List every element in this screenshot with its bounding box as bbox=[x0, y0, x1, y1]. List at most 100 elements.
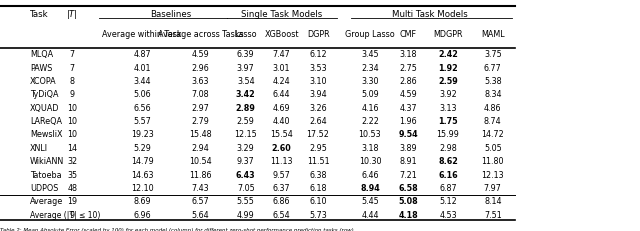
Text: 11.13: 11.13 bbox=[270, 157, 293, 166]
Text: 6.39: 6.39 bbox=[237, 50, 255, 59]
Text: Average (|T| ≤ 10): Average (|T| ≤ 10) bbox=[30, 211, 100, 220]
Text: 14: 14 bbox=[67, 144, 77, 153]
Text: 3.44: 3.44 bbox=[133, 77, 151, 86]
Text: 4.59: 4.59 bbox=[399, 90, 417, 99]
Text: 5.08: 5.08 bbox=[399, 197, 418, 206]
Text: LAReQA: LAReQA bbox=[30, 117, 62, 126]
Text: 3.63: 3.63 bbox=[191, 77, 209, 86]
Text: 10: 10 bbox=[67, 117, 77, 126]
Text: 3.53: 3.53 bbox=[309, 64, 327, 73]
Text: 3.13: 3.13 bbox=[439, 104, 457, 113]
Text: 3.94: 3.94 bbox=[309, 90, 327, 99]
Text: 2.86: 2.86 bbox=[399, 77, 417, 86]
Text: 4.44: 4.44 bbox=[361, 211, 379, 220]
Text: 5.57: 5.57 bbox=[133, 117, 151, 126]
Text: 6.18: 6.18 bbox=[309, 184, 327, 193]
Text: Average: Average bbox=[30, 197, 63, 206]
Text: 4.37: 4.37 bbox=[399, 104, 417, 113]
Text: DGPR: DGPR bbox=[307, 30, 330, 39]
Text: 8.91: 8.91 bbox=[399, 157, 417, 166]
Text: 1.96: 1.96 bbox=[399, 117, 417, 126]
Text: MLQA: MLQA bbox=[30, 50, 53, 59]
Text: 10: 10 bbox=[67, 104, 77, 113]
Text: 1.75: 1.75 bbox=[438, 117, 458, 126]
Text: XCOPA: XCOPA bbox=[30, 77, 57, 86]
Text: 6.44: 6.44 bbox=[273, 90, 291, 99]
Text: 7.05: 7.05 bbox=[237, 184, 255, 193]
Text: 5.45: 5.45 bbox=[361, 197, 379, 206]
Text: 6.58: 6.58 bbox=[399, 184, 418, 193]
Text: 6.96: 6.96 bbox=[133, 211, 151, 220]
Text: 5.29: 5.29 bbox=[133, 144, 151, 153]
Text: 5.73: 5.73 bbox=[309, 211, 327, 220]
Text: 9.37: 9.37 bbox=[237, 157, 255, 166]
Text: 3.54: 3.54 bbox=[237, 77, 255, 86]
Text: 2.95: 2.95 bbox=[309, 144, 327, 153]
Text: 5.55: 5.55 bbox=[237, 197, 255, 206]
Text: 8.14: 8.14 bbox=[484, 197, 502, 206]
Text: 5.64: 5.64 bbox=[191, 211, 209, 220]
Text: 3.75: 3.75 bbox=[484, 50, 502, 59]
Text: 9.54: 9.54 bbox=[399, 131, 418, 140]
Text: 7.08: 7.08 bbox=[191, 90, 209, 99]
Text: 14.79: 14.79 bbox=[131, 157, 154, 166]
Text: 12.13: 12.13 bbox=[481, 170, 504, 179]
Text: 9: 9 bbox=[70, 211, 75, 220]
Text: 6.56: 6.56 bbox=[133, 104, 151, 113]
Text: 8.34: 8.34 bbox=[484, 90, 502, 99]
Text: 14.63: 14.63 bbox=[131, 170, 154, 179]
Text: 2.42: 2.42 bbox=[438, 50, 458, 59]
Text: 3.42: 3.42 bbox=[236, 90, 255, 99]
Text: 4.40: 4.40 bbox=[273, 117, 291, 126]
Text: TyDiQA: TyDiQA bbox=[30, 90, 59, 99]
Text: 3.10: 3.10 bbox=[309, 77, 327, 86]
Text: 10.53: 10.53 bbox=[358, 131, 381, 140]
Text: 6.87: 6.87 bbox=[439, 184, 457, 193]
Text: 6.46: 6.46 bbox=[361, 170, 379, 179]
Text: 10.54: 10.54 bbox=[189, 157, 212, 166]
Text: 2.34: 2.34 bbox=[361, 64, 379, 73]
Text: 2.97: 2.97 bbox=[191, 104, 209, 113]
Text: 2.60: 2.60 bbox=[272, 144, 291, 153]
Text: 2.89: 2.89 bbox=[236, 104, 256, 113]
Text: 4.18: 4.18 bbox=[399, 211, 418, 220]
Text: 5.38: 5.38 bbox=[484, 77, 502, 86]
Text: 2.59: 2.59 bbox=[438, 77, 458, 86]
Text: Multi Task Models: Multi Task Models bbox=[392, 10, 468, 19]
Text: 4.69: 4.69 bbox=[273, 104, 291, 113]
Text: 2.75: 2.75 bbox=[399, 64, 417, 73]
Text: 19.23: 19.23 bbox=[131, 131, 154, 140]
Text: 35: 35 bbox=[67, 170, 77, 179]
Text: UDPOS: UDPOS bbox=[30, 184, 58, 193]
Text: 4.59: 4.59 bbox=[191, 50, 209, 59]
Text: 2.98: 2.98 bbox=[439, 144, 457, 153]
Text: 8.69: 8.69 bbox=[133, 197, 151, 206]
Text: 8.94: 8.94 bbox=[360, 184, 380, 193]
Text: 17.52: 17.52 bbox=[307, 131, 330, 140]
Text: Tatoeba: Tatoeba bbox=[30, 170, 61, 179]
Text: 2.96: 2.96 bbox=[191, 64, 209, 73]
Text: 3.30: 3.30 bbox=[361, 77, 379, 86]
Text: XQUAD: XQUAD bbox=[30, 104, 60, 113]
Text: 7.47: 7.47 bbox=[273, 50, 291, 59]
Text: 7.21: 7.21 bbox=[399, 170, 417, 179]
Text: 4.53: 4.53 bbox=[439, 211, 457, 220]
Text: 3.45: 3.45 bbox=[361, 50, 379, 59]
Text: 3.92: 3.92 bbox=[439, 90, 457, 99]
Text: 3.97: 3.97 bbox=[237, 64, 255, 73]
Text: 6.37: 6.37 bbox=[273, 184, 291, 193]
Text: 11.80: 11.80 bbox=[481, 157, 504, 166]
Text: 3.01: 3.01 bbox=[273, 64, 291, 73]
Text: 4.99: 4.99 bbox=[237, 211, 255, 220]
Text: 3.29: 3.29 bbox=[237, 144, 255, 153]
Text: 4.24: 4.24 bbox=[273, 77, 291, 86]
Text: 32: 32 bbox=[67, 157, 77, 166]
Text: CMF: CMF bbox=[400, 30, 417, 39]
Text: Lasso: Lasso bbox=[234, 30, 257, 39]
Text: 19: 19 bbox=[67, 197, 77, 206]
Text: 4.16: 4.16 bbox=[361, 104, 379, 113]
Text: Single Task Models: Single Task Models bbox=[241, 10, 322, 19]
Text: 8: 8 bbox=[70, 77, 75, 86]
Text: 4.01: 4.01 bbox=[133, 64, 151, 73]
Text: |T|: |T| bbox=[67, 10, 78, 19]
